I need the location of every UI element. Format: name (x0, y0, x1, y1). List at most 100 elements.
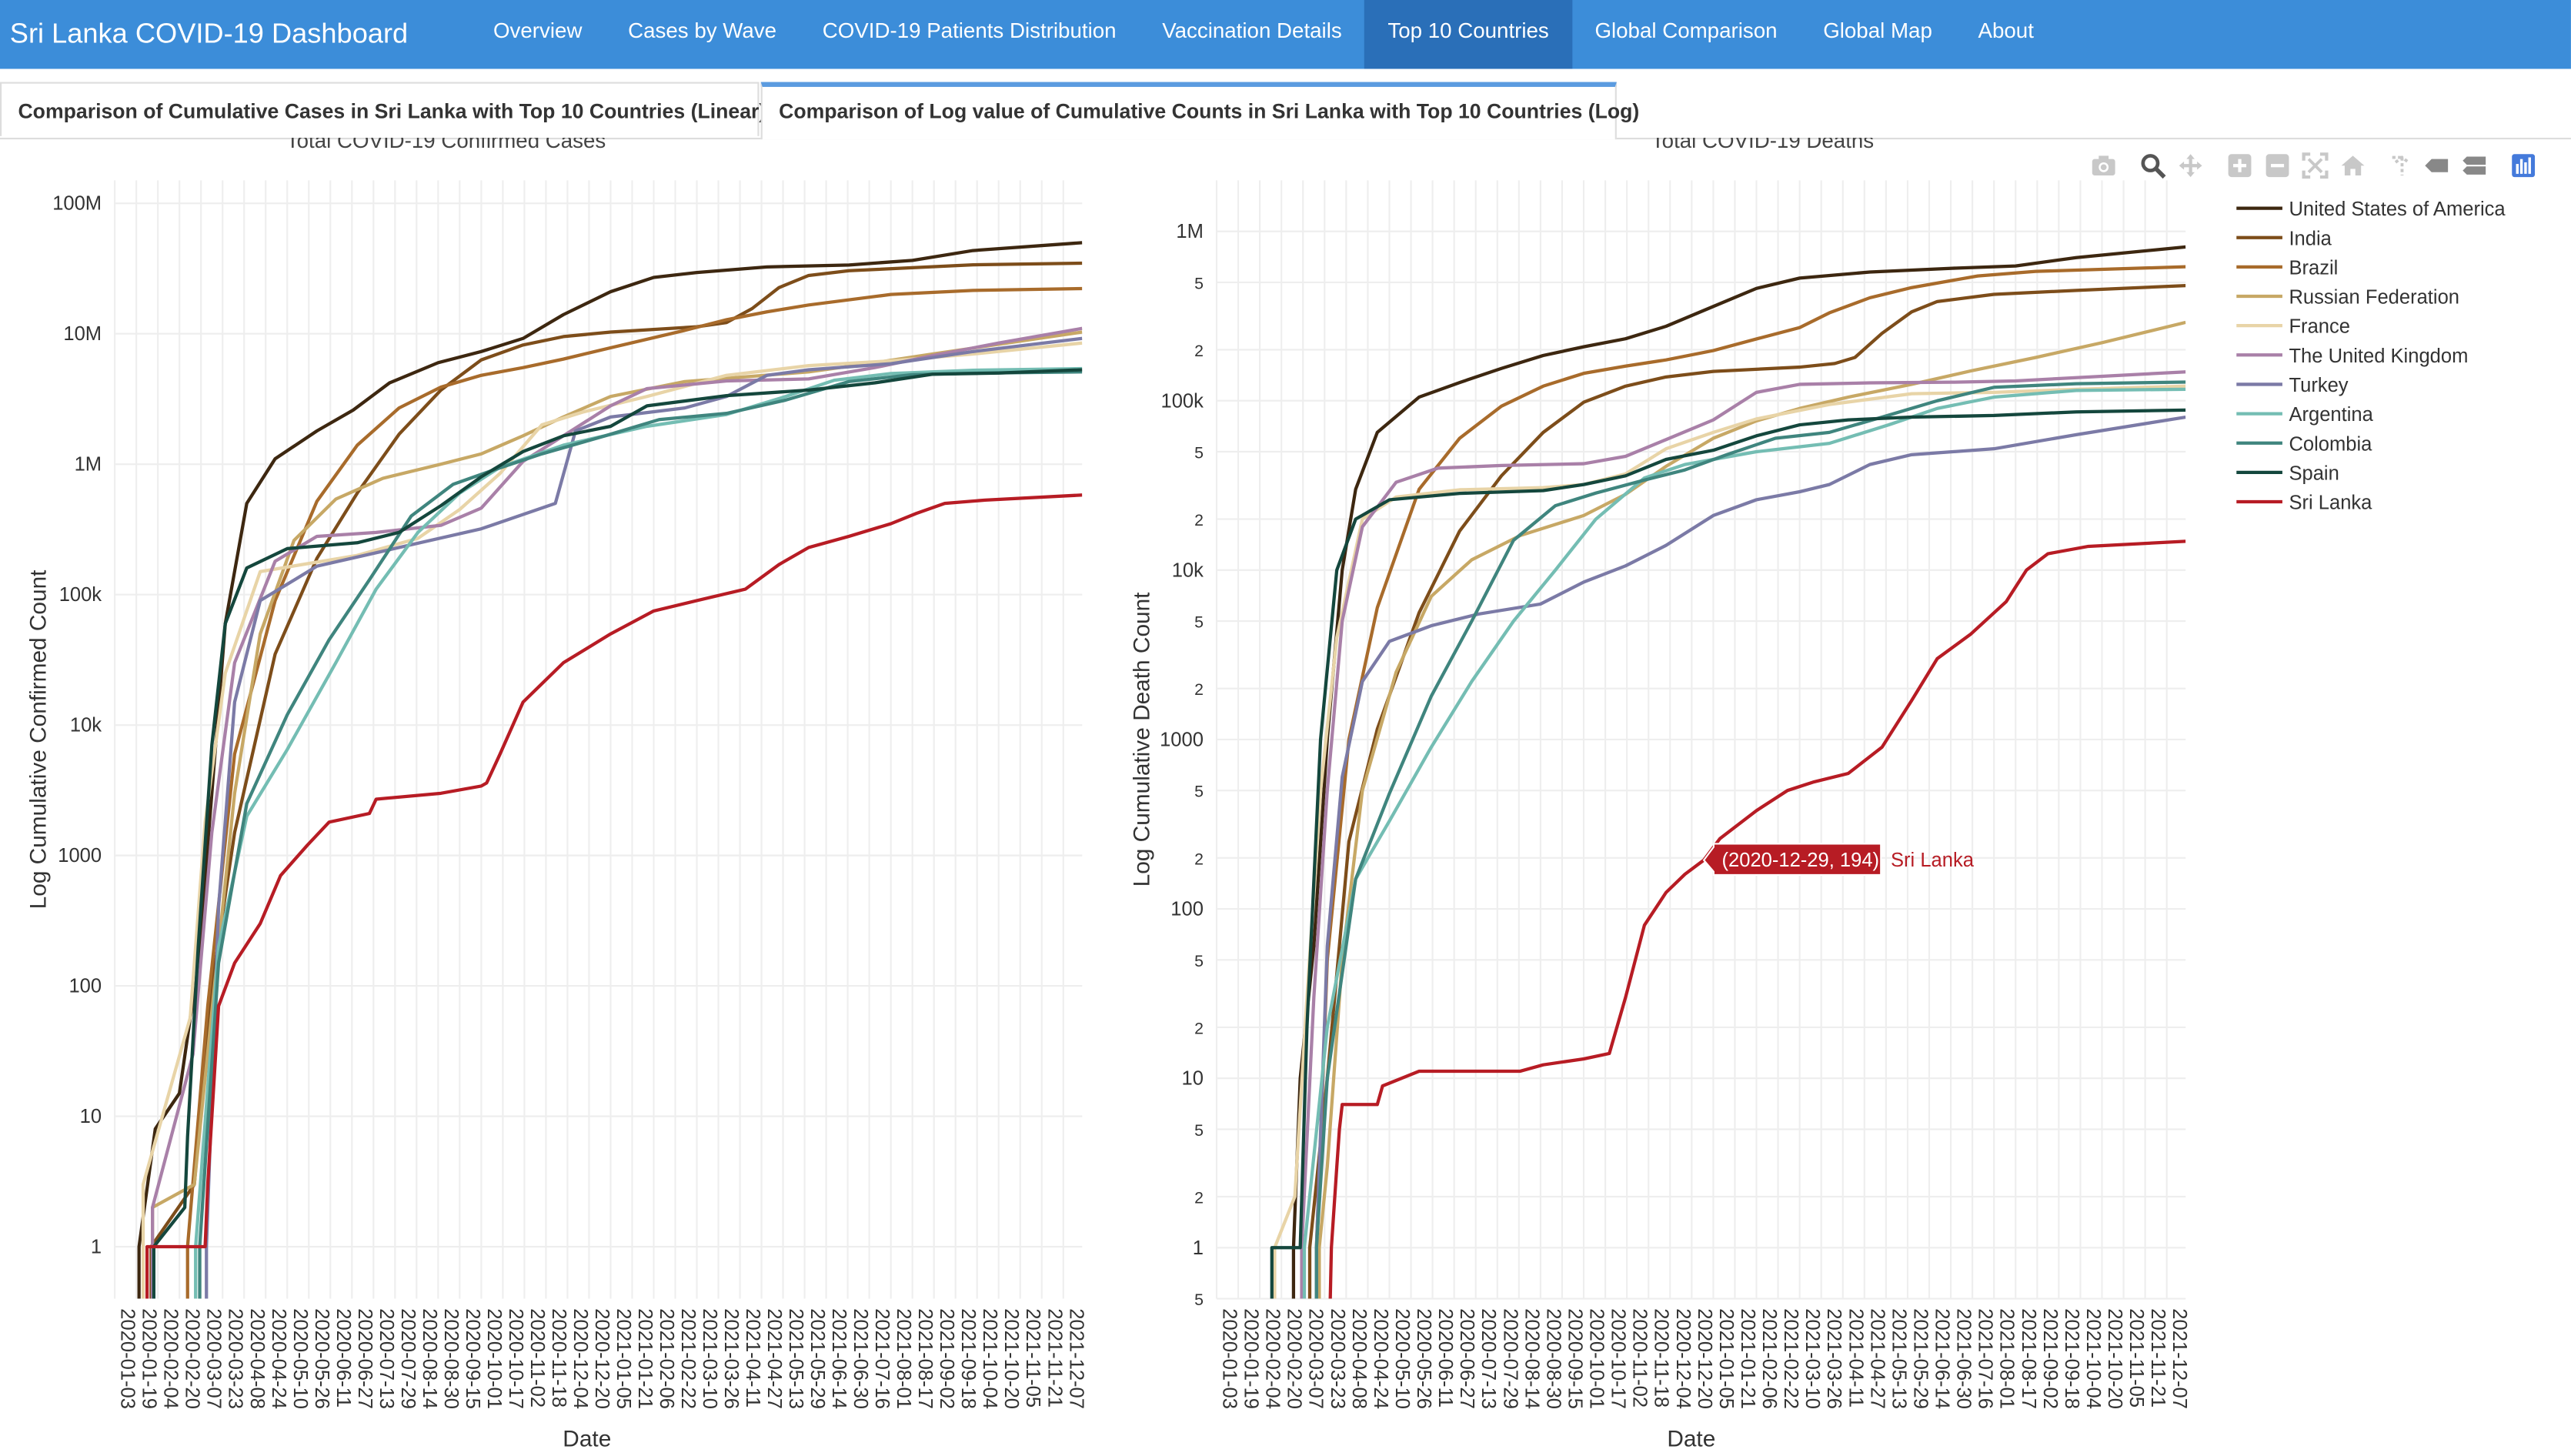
x-tick-label: 2021-10-20 (2104, 1308, 2125, 1409)
x-tick-label: 2021-02-06 (656, 1308, 677, 1409)
legend-item[interactable]: France (2236, 316, 2350, 338)
y-tick-label: 100k (59, 584, 102, 606)
legend-label: India (2289, 228, 2332, 249)
x-tick-label: 2020-06-11 (1434, 1308, 1456, 1408)
x-tick-label: 2020-04-24 (1370, 1308, 1391, 1409)
x-tick-label: 2020-08-14 (1521, 1308, 1542, 1409)
legend-item[interactable]: Argentina (2236, 404, 2374, 426)
spike-lines-icon[interactable] (2389, 152, 2415, 179)
hover-closest-icon[interactable] (2423, 152, 2449, 179)
pan-icon[interactable] (2178, 152, 2204, 179)
series-line-spain[interactable] (152, 368, 1083, 1301)
x-tick-label: 2020-04-24 (268, 1308, 289, 1409)
legend-item[interactable]: The United Kingdom (2236, 346, 2468, 367)
x-tick-label: 2020-05-26 (311, 1308, 332, 1409)
legend-item[interactable]: Sri Lanka (2236, 493, 2372, 514)
series-line-france[interactable] (141, 341, 1083, 1302)
legend-item[interactable]: India (2236, 228, 2332, 249)
y-tick-label: 100k (1161, 390, 1204, 412)
legend-item[interactable]: United States of America (2236, 199, 2506, 220)
x-tick-label: 2020-01-19 (1240, 1308, 1262, 1409)
x-tick-label: 2020-08-14 (419, 1308, 440, 1409)
y-tick-label: 100M (52, 193, 102, 215)
legend-item[interactable]: Colombia (2236, 433, 2372, 455)
legend-item[interactable]: Brazil (2236, 257, 2338, 279)
series-line-sri-lanka[interactable] (1328, 539, 2186, 1314)
legend-item[interactable]: Spain (2236, 463, 2339, 484)
x-tick-label: 2021-06-14 (828, 1308, 850, 1409)
nav-overview[interactable]: Overview (493, 18, 583, 43)
tooltip-value: (2020-12-29, 194) (1722, 850, 1880, 871)
sub-tab-bar: Comparison of Cumulative Cases in Sri La… (0, 82, 2571, 140)
chart-title: Total COVID-19 Deaths (1651, 138, 1874, 152)
reset-axes-icon[interactable] (2340, 152, 2366, 179)
camera-icon[interactable] (2091, 152, 2117, 179)
y-tick-label: 2 (1194, 680, 1204, 699)
series-line-sri-lanka[interactable] (145, 493, 1083, 1302)
series-line-the-united-kingdom[interactable] (151, 326, 1083, 1302)
series-line-russian-federation[interactable] (151, 330, 1083, 1301)
series-line-united-states-of-america[interactable] (1291, 245, 2186, 1302)
x-tick-label: 2021-05-13 (785, 1308, 806, 1409)
charts-container: 2020-01-03 2020-01-19 2020-02-04 2020-02-20… (26, 138, 2506, 1451)
x-tick-label: 2021-08-17 (914, 1308, 936, 1409)
legend-label: Russian Federation (2289, 287, 2459, 309)
x-tick-label: 2021-11-05 (2125, 1308, 2147, 1408)
x-tick-label: 2021-03-26 (1823, 1308, 1845, 1409)
x-tick-label: 2020-11-18 (1651, 1308, 1672, 1408)
y-tick-label: 2 (1194, 850, 1204, 868)
x-tick-label: 2020-08-30 (1542, 1308, 1564, 1409)
legend-item[interactable]: Turkey (2236, 375, 2349, 396)
nav-patients-distribution[interactable]: COVID-19 Patients Distribution (822, 18, 1117, 43)
y-tick-label: 5 (1194, 613, 1204, 632)
series-line-colombia[interactable] (198, 370, 1083, 1302)
x-tick-label: 2020-09-15 (1564, 1308, 1585, 1409)
x-tick-label: 2020-12-04 (1672, 1308, 1694, 1409)
autoscale-icon[interactable] (2302, 152, 2329, 179)
hover-compare-icon[interactable] (2461, 152, 2487, 179)
series-line-turkey[interactable] (205, 336, 1083, 1302)
x-tick-label: 2020-07-13 (376, 1308, 397, 1409)
y-tick-label: 2 (1194, 511, 1204, 529)
x-tick-label: 2021-01-21 (634, 1308, 656, 1409)
x-tick-label: 2021-06-30 (1953, 1308, 1975, 1409)
series-line-argentina[interactable] (194, 366, 1083, 1302)
x-tick-label: 2021-03-26 (720, 1308, 742, 1409)
x-tick-label: 2020-10-01 (483, 1308, 505, 1409)
x-tick-label: 2020-02-20 (182, 1308, 203, 1409)
legend-label: Sri Lanka (2289, 493, 2372, 514)
series-line-spain[interactable] (1270, 408, 2186, 1302)
tab-linear-comparison[interactable]: Comparison of Cumulative Cases in Sri La… (0, 82, 766, 136)
series-line-brazil[interactable] (185, 286, 1083, 1302)
legend-item[interactable]: Russian Federation (2236, 287, 2459, 309)
nav-top-10-countries[interactable]: Top 10 Countries (1364, 0, 1572, 69)
x-tick-label: 2020-05-26 (1413, 1308, 1434, 1409)
zoom-in-icon[interactable] (2226, 152, 2252, 179)
legend: United States of America India Brazil Russi… (2236, 199, 2506, 514)
series-line-colombia[interactable] (1314, 380, 2186, 1301)
x-tick-label: 2020-06-27 (1456, 1308, 1477, 1409)
y-tick-label: 1000 (1160, 729, 1204, 750)
nav-about[interactable]: About (1978, 18, 2034, 43)
x-tick-label: 2020-02-04 (1262, 1308, 1284, 1409)
nav-global-map[interactable]: Global Map (1823, 18, 1932, 43)
brand-title[interactable]: Sri Lanka COVID-19 Dashboard (9, 18, 409, 49)
x-tick-label: 2020-10-17 (1608, 1308, 1629, 1409)
nav-cases-by-wave[interactable]: Cases by Wave (628, 18, 777, 43)
x-tick-label: 2021-05-13 (1888, 1308, 1909, 1409)
zoom-out-icon[interactable] (2264, 152, 2290, 179)
plotly-logo-icon[interactable] (2510, 152, 2536, 179)
series-line-turkey[interactable] (1314, 415, 2186, 1302)
y-tick-label: 5 (1194, 783, 1204, 801)
x-tick-label: 2021-04-11 (1845, 1308, 1866, 1408)
x-tick-label: 2020-10-01 (1586, 1308, 1608, 1409)
series-line-the-united-kingdom[interactable] (1300, 370, 2186, 1302)
zoom-icon[interactable] (2140, 152, 2166, 179)
nav-vaccination-details[interactable]: Vaccination Details (1162, 18, 1342, 43)
legend-label: United States of America (2289, 199, 2506, 220)
nav-global-comparison[interactable]: Global Comparison (1594, 18, 1778, 43)
tab-log-comparison[interactable]: Comparison of Log value of Cumulative Co… (760, 82, 1639, 140)
x-tick-label: 2020-09-15 (462, 1308, 483, 1409)
series-line-india[interactable] (149, 261, 1083, 1302)
legend-label: Turkey (2289, 375, 2348, 396)
